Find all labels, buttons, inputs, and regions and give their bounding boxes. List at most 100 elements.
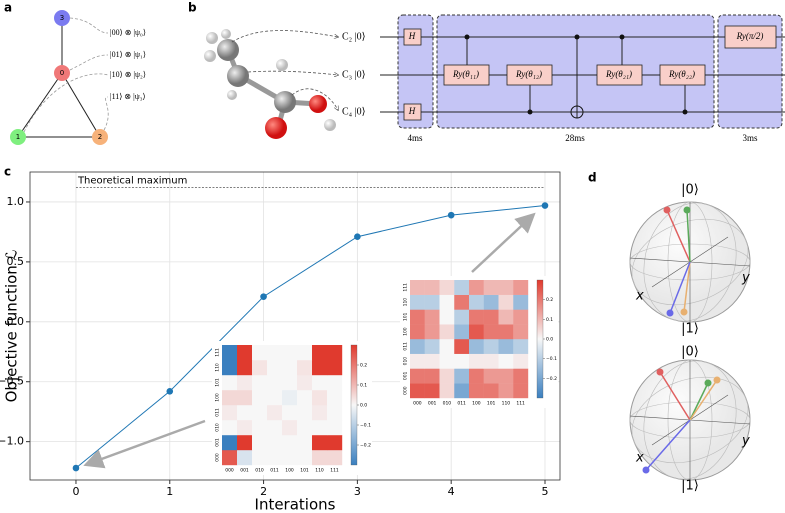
atom: [217, 39, 239, 61]
state-vector: [666, 209, 691, 263]
heatmap-cell: [424, 383, 440, 399]
x-tick-label: 011: [457, 401, 466, 407]
heatmap-cell: [439, 383, 455, 399]
heatmap-cell: [483, 294, 499, 310]
edge: [61, 72, 101, 138]
heatmap-cell: [454, 368, 470, 384]
state-vector: [689, 382, 709, 421]
y-tick-label: 1.0: [7, 195, 25, 208]
y-tick-label: 0.5: [7, 255, 25, 268]
heatmap-cell: [424, 339, 440, 354]
colorbar-label: −0.1: [546, 356, 557, 362]
atom: [221, 29, 231, 39]
heatmap-cell: [469, 339, 484, 354]
heatmap-cell: [410, 353, 425, 369]
heatmap-cell: [282, 450, 298, 466]
x-tick-label: 0: [72, 485, 79, 498]
gate-label: Ry(θ₁₁): [452, 69, 479, 79]
colorbar-label: 0.1: [546, 317, 553, 323]
graph: 0 1 2 3 |00⟩ ⊗ |ψ₀⟩ |01⟩ ⊗ |ψ₁⟩ |10⟩ ⊗ |…: [10, 10, 146, 145]
heatmap-cell: [252, 420, 268, 436]
data-point: [72, 464, 80, 472]
heatmap-cell: [297, 435, 313, 451]
y-tick-label: 111: [403, 283, 409, 292]
meridian: [631, 218, 749, 306]
heatmap-cell: [469, 294, 484, 310]
heatmap-cell: [424, 309, 440, 325]
heatmap-cell: [498, 383, 514, 399]
x-tick-label: 3: [354, 485, 361, 498]
heatmap-cell: [454, 324, 470, 340]
heatmap-cell: [483, 324, 499, 340]
node: [54, 65, 70, 81]
panel-label: a: [4, 1, 12, 15]
heatmap-cell: [424, 368, 440, 384]
heatmap-cell: [237, 420, 253, 436]
atom: [227, 90, 237, 100]
heatmap-cell: [222, 405, 238, 421]
time-label: 3ms: [742, 133, 758, 143]
heatmap-cell: [327, 345, 343, 361]
heatmap-cell: [267, 435, 283, 451]
qubit-label: C₃ |0⟩: [342, 69, 366, 80]
heatmap-cell: [424, 324, 440, 340]
x-tick-label: 010: [255, 468, 264, 474]
heatmap-cell: [267, 420, 283, 436]
heatmap-cell: [282, 345, 298, 361]
axis-label: y: [741, 434, 750, 449]
heatmap-cell: [267, 390, 283, 406]
colorbar-label: 0.0: [546, 337, 553, 343]
atom: [276, 59, 288, 71]
gate-label: Ry(θ₂₁): [605, 69, 632, 79]
gate: [596, 64, 643, 86]
atom: [206, 32, 218, 44]
state-point: [704, 379, 712, 387]
y-tick-label: 101: [403, 312, 409, 321]
y-tick-label: 101: [215, 378, 221, 387]
heatmap-cell: [513, 294, 529, 310]
heatmap-cell: [439, 324, 455, 340]
x-tick-label: 010: [443, 401, 452, 407]
y-tick-label: 110: [215, 363, 221, 372]
heatmap-cell: [237, 435, 253, 451]
data-point: [354, 233, 361, 241]
heatmap-cell: [454, 294, 470, 310]
y-tick-label: 011: [215, 408, 221, 417]
ket-label: |01⟩ ⊗ |ψ₁⟩: [110, 50, 146, 59]
state-vector: [659, 371, 691, 421]
data-point: [541, 202, 549, 209]
heatmap-cell: [483, 280, 499, 295]
heatmap-cell: [282, 435, 298, 451]
control: [574, 34, 580, 40]
colorbar-label: −0.1: [360, 423, 371, 429]
x-tick-label: 2: [260, 485, 267, 498]
circuit: C₂ |0⟩ C₃ |0⟩ C₄ |0⟩ H H Ry(θ₁₁) Ry(θ₁₂)…: [342, 14, 785, 143]
state-point: [713, 376, 721, 384]
heatmap-cell: [312, 375, 328, 391]
heatmap-cell: [237, 405, 253, 421]
axis-label: |1⟩: [681, 322, 699, 337]
control: [527, 109, 533, 115]
y-tick-label: −0.5: [0, 375, 24, 388]
heatmap-cell: [469, 353, 484, 369]
x-tick-label: 100: [285, 468, 294, 474]
x-tick-label: 000: [413, 401, 422, 407]
heatmap-cell: [439, 353, 455, 369]
heatmap-cell: [282, 360, 298, 376]
annotation: Theoretical maximum: [77, 176, 187, 187]
node: [54, 10, 70, 26]
heatmap-cell: [483, 353, 499, 369]
bloch-sphere: |0⟩ |1⟩ x y: [629, 183, 751, 337]
time-label: 4ms: [407, 133, 423, 143]
gate-label: H: [408, 31, 416, 41]
axis-label: |0⟩: [681, 183, 699, 198]
gate-label: Ry(π/2): [736, 31, 764, 41]
heatmap-cell: [513, 368, 529, 384]
gate: [403, 28, 422, 46]
heatmap-cell: [252, 390, 268, 406]
heatmap-cell: [237, 375, 253, 391]
ket-label: |00⟩ ⊗ |ψ₀⟩: [110, 28, 146, 37]
node-label: 3: [60, 14, 64, 22]
data-point: [166, 388, 174, 395]
atom: [324, 119, 336, 131]
